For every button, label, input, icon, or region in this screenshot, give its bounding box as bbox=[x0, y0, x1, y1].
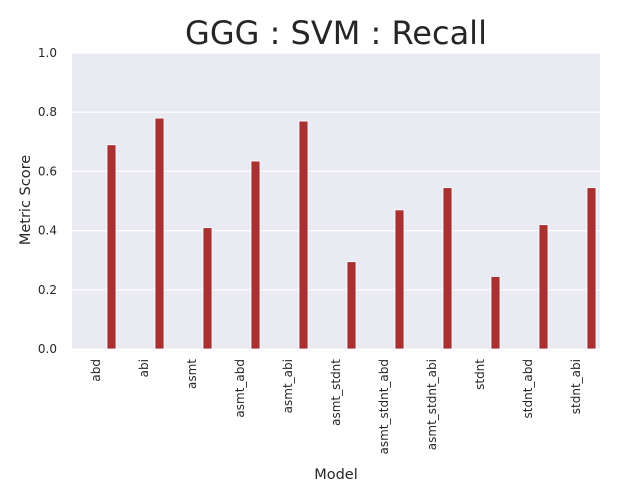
x-tick-label: stdnt bbox=[473, 359, 487, 390]
bar-asmt-abi bbox=[298, 120, 309, 350]
y-axis-label: Metric Score bbox=[18, 155, 34, 245]
bar-asmt-stdnt-abi bbox=[442, 187, 453, 350]
y-tick-label: 0.4 bbox=[38, 224, 57, 238]
x-tick-label: asmt_abd bbox=[233, 359, 247, 418]
x-tick-label: abi bbox=[137, 359, 151, 377]
y-tick-label: 0.0 bbox=[38, 342, 57, 356]
y-tick-label: 0.2 bbox=[38, 283, 57, 297]
bar-stdnt-abi bbox=[586, 187, 597, 350]
x-tick-label: asmt_stdnt_abd bbox=[377, 359, 391, 454]
x-tick-label: stdnt_abd bbox=[521, 359, 535, 418]
x-tick-label: asmt_stdnt bbox=[329, 359, 343, 426]
x-tick-label: abd bbox=[89, 359, 103, 382]
y-tick-label: 0.6 bbox=[38, 164, 57, 178]
y-tick-label: 1.0 bbox=[38, 46, 57, 60]
x-tick-label: stdnt_abi bbox=[569, 359, 583, 414]
chart-title: GGG : SVM : Recall bbox=[185, 14, 487, 52]
y-tick-label: 0.8 bbox=[38, 105, 57, 119]
bar-stdnt bbox=[490, 276, 501, 350]
x-tick-label: asmt bbox=[185, 359, 199, 389]
x-tick-label: asmt_abi bbox=[281, 359, 295, 413]
x-tick-label: asmt_stdnt_abi bbox=[425, 359, 439, 450]
x-ticks: abd abi asmt asmt_abd asmt_abi asmt_stdnt asmt… bbox=[89, 359, 583, 455]
bar-abi bbox=[154, 117, 165, 350]
bar-asmt-stdnt bbox=[346, 261, 357, 350]
x-axis-label: Model bbox=[314, 467, 358, 483]
y-ticks: 0.0 0.2 0.4 0.6 0.8 1.0 bbox=[38, 46, 57, 356]
plot-area bbox=[72, 53, 600, 349]
bar-stdnt-abd bbox=[538, 224, 549, 350]
bar-asmt-stdnt-abd bbox=[394, 209, 405, 350]
bar-asmt bbox=[202, 227, 213, 350]
bar-abd bbox=[106, 144, 117, 350]
bars bbox=[106, 117, 597, 350]
bar-asmt-abd bbox=[250, 160, 261, 350]
